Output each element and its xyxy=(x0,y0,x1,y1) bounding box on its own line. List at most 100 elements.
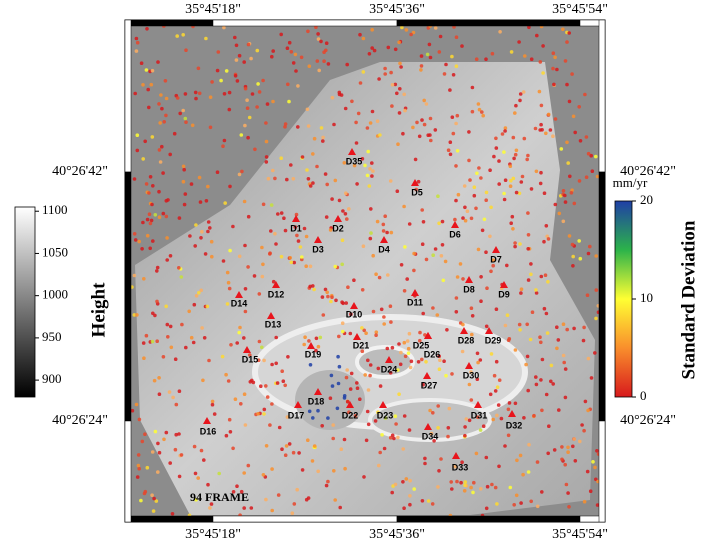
ps-point xyxy=(582,326,586,330)
ps-point xyxy=(366,410,370,414)
lon-label: 35°45'18" xyxy=(185,527,241,542)
ps-point xyxy=(337,335,341,339)
station-label: D24 xyxy=(381,364,398,374)
ps-point xyxy=(586,470,590,474)
sd-colorbar xyxy=(615,201,632,397)
lat-label: 40°26'42" xyxy=(620,164,676,179)
ps-point xyxy=(332,123,336,127)
station-label: D27 xyxy=(421,380,438,390)
station-label: D31 xyxy=(471,410,488,420)
ps-point xyxy=(369,207,373,211)
ps-point xyxy=(235,341,239,345)
ps-point xyxy=(428,43,432,47)
ps-point xyxy=(555,68,559,72)
ps-point xyxy=(509,486,513,490)
ps-point xyxy=(394,422,398,426)
ps-point xyxy=(401,480,405,484)
ps-point xyxy=(304,264,308,268)
ps-point xyxy=(567,505,571,509)
ps-point xyxy=(535,34,539,38)
ps-point xyxy=(507,434,511,438)
ps-point xyxy=(463,425,467,429)
ps-point xyxy=(378,276,382,280)
ps-point xyxy=(417,360,421,364)
ps-point xyxy=(573,202,577,206)
ps-point xyxy=(374,333,378,337)
ps-point xyxy=(226,302,230,306)
colorbar-tick-label: 900 xyxy=(42,371,62,386)
ps-point xyxy=(135,313,139,317)
ps-point xyxy=(321,139,325,143)
ps-point xyxy=(429,56,433,60)
ps-point xyxy=(497,182,501,186)
ps-point xyxy=(223,139,227,143)
ps-point xyxy=(481,114,485,118)
ps-point xyxy=(529,500,533,504)
ps-point xyxy=(418,331,422,335)
ps-point xyxy=(483,218,487,222)
ps-point xyxy=(495,146,499,150)
ps-point xyxy=(206,230,210,234)
frame-bar xyxy=(213,516,397,522)
ps-point xyxy=(371,110,375,114)
station-label: D13 xyxy=(265,319,282,329)
ps-point xyxy=(396,189,400,193)
ps-point xyxy=(574,459,578,463)
ps-point xyxy=(352,278,356,282)
ps-point xyxy=(371,254,375,258)
ps-point xyxy=(400,263,404,267)
station-label: D7 xyxy=(490,254,502,264)
ps-point xyxy=(216,69,220,73)
ps-point xyxy=(332,469,336,473)
ps-point xyxy=(455,296,459,300)
ps-point xyxy=(156,470,160,474)
ps-point xyxy=(148,212,152,216)
ps-point xyxy=(519,92,523,96)
ps-point xyxy=(378,133,382,137)
ps-point xyxy=(525,323,529,327)
ps-point xyxy=(334,265,338,269)
ps-point xyxy=(523,137,527,141)
ps-point xyxy=(165,199,169,203)
ps-point xyxy=(155,300,159,304)
ps-point xyxy=(141,440,145,444)
ps-point xyxy=(180,453,184,457)
ps-point xyxy=(563,463,567,467)
ps-point xyxy=(491,418,495,422)
ps-point xyxy=(439,457,443,461)
ps-point xyxy=(379,384,383,388)
ps-point xyxy=(578,179,582,183)
ps-point xyxy=(449,140,453,144)
ps-point xyxy=(461,216,465,220)
ps-point xyxy=(248,116,252,120)
ps-point xyxy=(330,197,334,201)
ps-point xyxy=(473,185,477,189)
ps-point xyxy=(530,57,534,61)
ps-point xyxy=(547,424,551,428)
ps-point xyxy=(141,83,145,87)
ps-point xyxy=(423,462,427,466)
ps-point xyxy=(162,355,166,359)
ps-point xyxy=(247,43,251,47)
ps-point xyxy=(482,424,486,428)
ps-point xyxy=(355,182,359,186)
ps-point xyxy=(292,451,296,455)
ps-point xyxy=(456,114,460,118)
ps-point xyxy=(311,416,315,420)
ps-point xyxy=(442,279,446,283)
ps-point xyxy=(513,111,517,115)
ps-point xyxy=(279,156,283,160)
ps-point xyxy=(389,179,393,183)
ps-point xyxy=(284,453,288,457)
ps-point xyxy=(561,28,565,32)
ps-point xyxy=(401,447,405,451)
ps-point xyxy=(158,121,162,125)
ps-point xyxy=(364,331,368,335)
ps-point xyxy=(577,105,581,109)
ps-point xyxy=(494,486,498,490)
ps-point xyxy=(223,92,227,96)
ps-point xyxy=(479,428,483,432)
ps-point xyxy=(225,69,229,73)
ps-point xyxy=(376,119,380,123)
ps-point xyxy=(136,149,140,153)
